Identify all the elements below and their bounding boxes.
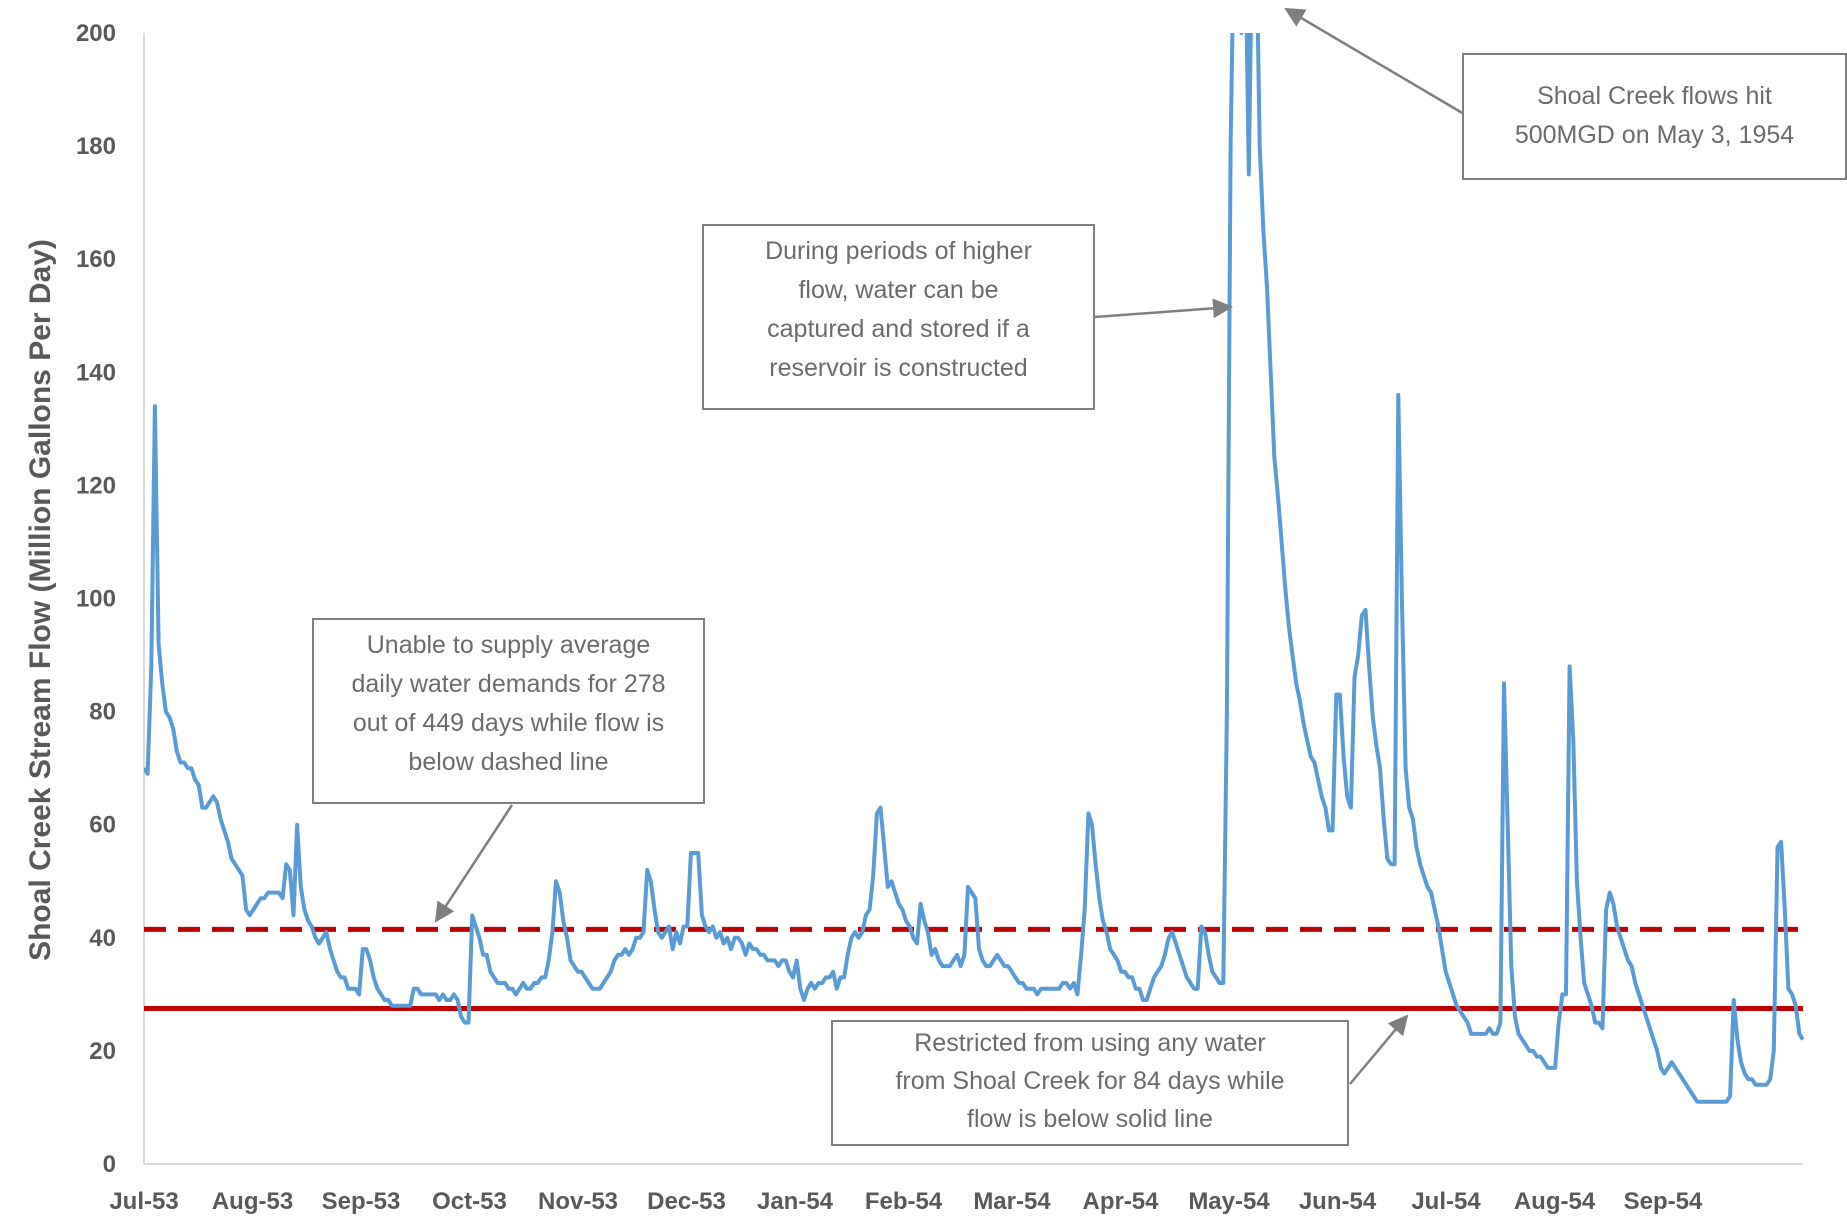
x-tick-label: Aug-53 [212, 1188, 293, 1215]
annotation-reservoir: During periods of higher flow, water can… [702, 224, 1095, 410]
annotation-line: captured and stored if a [767, 315, 1030, 343]
x-tick-label: Mar-54 [973, 1188, 1051, 1215]
flow-line [144, 33, 1804, 1104]
x-tick-label: Aug-54 [1514, 1188, 1596, 1215]
annotation-line: Shoal Creek flows hit [1537, 82, 1772, 110]
annotation-line: out of 449 days while flow is [352, 709, 665, 737]
x-tick-label: Jan-54 [757, 1188, 834, 1215]
y-tick-labels: 0 20 40 60 80 100 120 140 160 180 200 [76, 20, 116, 1178]
x-tick-label: Dec-53 [647, 1188, 726, 1215]
annotation-line: Unable to supply average [366, 631, 651, 659]
y-tick-label: 80 [89, 699, 116, 726]
y-tick-label: 140 [76, 359, 116, 386]
x-tick-label: Sep-54 [1624, 1188, 1703, 1215]
y-tick-label: 100 [76, 586, 116, 613]
annotation-line: During periods of higher [765, 237, 1032, 265]
y-tick-label: 120 [76, 472, 116, 499]
arrow-reservoir [1094, 298, 1233, 319]
x-tick-label: Jun-54 [1299, 1188, 1377, 1215]
annotation-line: 500MGD on May 3, 1954 [1514, 121, 1795, 149]
annotation-line: reservoir is constructed [769, 354, 1028, 382]
threshold-lines [144, 926, 1803, 1011]
annotation-peak: Shoal Creek flows hit 500MGD on May 3, 1… [1462, 53, 1847, 180]
annotation-arrows [434, 7, 1465, 1085]
x-tick-labels: Jul-53 Aug-53 Sep-53 Oct-53 Nov-53 Dec-53 Jan-… [109, 1188, 1703, 1215]
y-tick-label: 0 [103, 1151, 116, 1178]
y-tick-label: 60 [89, 812, 116, 839]
annotation-line: Restricted from using any water [914, 1029, 1266, 1057]
annotation-line: flow, water can be [798, 276, 999, 304]
y-tick-label: 180 [76, 133, 116, 160]
x-tick-label: Apr-54 [1082, 1188, 1159, 1215]
y-tick-label: 160 [76, 246, 116, 273]
y-axis-label: Shoal Creek Stream Flow (Million Gallons… [24, 239, 57, 961]
x-tick-label: Feb-54 [865, 1188, 943, 1215]
y-tick-label: 20 [89, 1038, 116, 1065]
arrow-average-demand [434, 804, 514, 923]
annotation-line: below dashed line [408, 748, 609, 776]
x-tick-label: Jul-54 [1411, 1188, 1481, 1215]
x-tick-label: May-54 [1188, 1188, 1270, 1215]
y-tick-label: 200 [76, 20, 116, 47]
annotation-average-demand: Unable to supply average daily water dem… [312, 618, 705, 804]
x-tick-label: Oct-53 [432, 1188, 507, 1215]
annotation-restricted: Restricted from using any water from Sho… [831, 1020, 1349, 1146]
annotation-line: from Shoal Creek for 84 days while [895, 1067, 1285, 1095]
x-tick-label: Jul-53 [109, 1188, 178, 1215]
x-tick-label: Sep-53 [322, 1188, 401, 1215]
annotation-line: flow is below solid line [967, 1105, 1213, 1133]
arrow-peak [1284, 7, 1465, 116]
arrow-restricted [1349, 1014, 1409, 1085]
annotation-line: daily water demands for 278 [351, 670, 666, 698]
flow-series [144, 33, 1804, 1104]
x-tick-label: Nov-53 [538, 1188, 618, 1215]
y-tick-label: 40 [89, 925, 116, 952]
